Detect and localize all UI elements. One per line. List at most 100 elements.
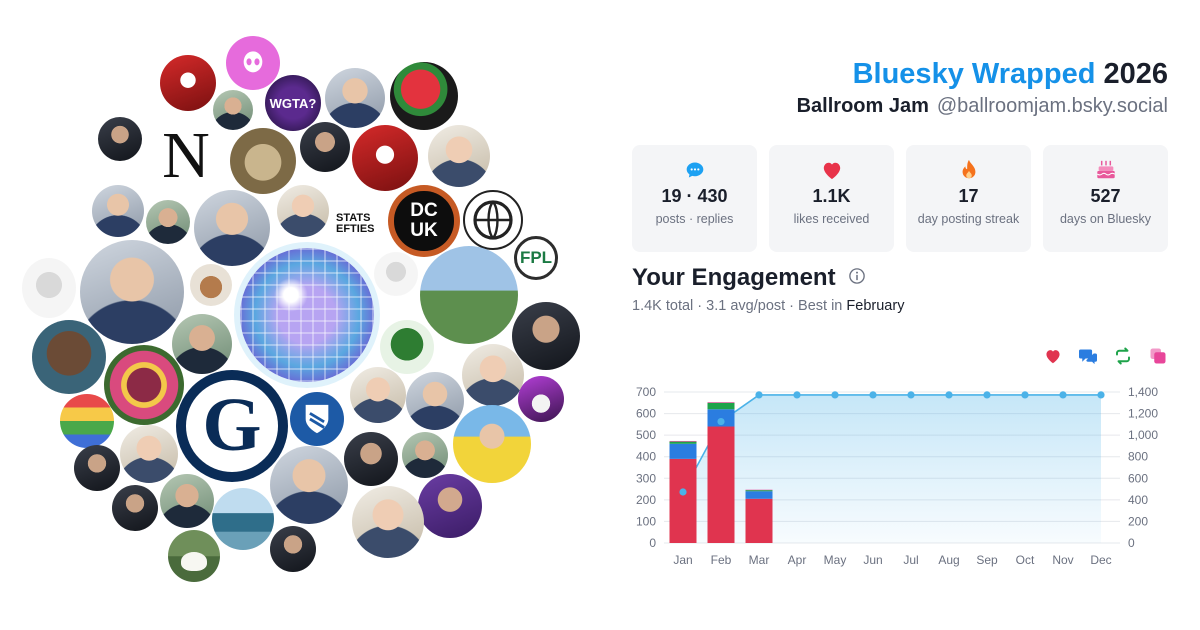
avatar[interactable] <box>344 432 398 486</box>
avatar-studio[interactable] <box>352 125 418 191</box>
avatar-otter[interactable] <box>32 320 106 394</box>
heart-icon <box>821 159 843 181</box>
cake-icon <box>1095 159 1117 181</box>
avatar[interactable] <box>98 117 142 161</box>
avatar[interactable] <box>406 372 464 430</box>
cumulative-point <box>945 391 953 399</box>
avatar[interactable] <box>374 252 418 296</box>
avatar-n-logo[interactable]: N <box>157 125 215 187</box>
x-tick-label: Mar <box>749 553 770 567</box>
avatar[interactable] <box>462 344 524 406</box>
avatar-stats-logo[interactable]: STATS EFTIES <box>336 205 382 243</box>
avatar-monkey[interactable] <box>230 128 296 194</box>
avatar-flowers[interactable] <box>104 345 184 425</box>
avatar[interactable] <box>512 302 580 370</box>
y-tick-label-left: 200 <box>636 493 656 507</box>
x-tick-label: Oct <box>1016 553 1035 567</box>
avatar-marx[interactable] <box>380 320 434 374</box>
cumulative-point <box>983 391 991 399</box>
x-tick-label: May <box>824 553 847 567</box>
user-identity: Ballroom Jam @ballroomjam.bsky.social <box>797 95 1168 118</box>
avatar[interactable] <box>418 474 482 538</box>
speech-bubble-icon <box>684 159 706 181</box>
y-tick-label-right: 1,000 <box>1128 428 1158 442</box>
y-tick-label-left: 100 <box>636 514 656 528</box>
avatar-club-crest[interactable] <box>290 392 344 446</box>
avatar[interactable] <box>518 376 564 422</box>
best-month: February <box>846 298 905 314</box>
avatar-dcuk[interactable]: DC UK <box>388 185 460 257</box>
bar-quotes <box>707 402 735 403</box>
avatar-fpl[interactable]: FPL <box>514 236 558 280</box>
y-tick-label-right: 600 <box>1128 471 1148 485</box>
x-tick-label: Jun <box>863 553 882 567</box>
info-icon[interactable] <box>848 264 866 292</box>
avatar-alien-icon[interactable] <box>226 36 280 90</box>
y-tick-label-right: 400 <box>1128 493 1148 507</box>
y-tick-label-right: 800 <box>1128 450 1148 464</box>
stats-row: 19 · 430 posts · replies 1.1K likes rece… <box>632 145 1168 252</box>
avatar-flag[interactable] <box>60 394 114 448</box>
y-tick-label-left: 700 <box>636 385 656 399</box>
avatar-disco-ball[interactable] <box>240 248 374 382</box>
avatar[interactable] <box>420 246 518 344</box>
avatar[interactable] <box>428 125 490 187</box>
cumulative-point <box>869 391 877 399</box>
alien-icon <box>243 51 263 73</box>
avatar[interactable] <box>270 526 316 572</box>
legend-quotes-quote-icon[interactable] <box>1148 346 1168 366</box>
y-tick-label-right: 1,400 <box>1128 385 1158 399</box>
avatar[interactable] <box>160 55 216 111</box>
avatar-watermelon[interactable] <box>390 62 458 130</box>
avatar[interactable] <box>74 445 120 491</box>
avatar[interactable] <box>453 405 531 483</box>
avatar-swan[interactable] <box>168 530 220 582</box>
avatar[interactable] <box>112 485 158 531</box>
avatar[interactable] <box>194 190 270 266</box>
avatar[interactable] <box>160 474 214 528</box>
cumulative-point <box>1021 391 1029 399</box>
stat-card-posts: 19 · 430 posts · replies <box>632 145 757 252</box>
wrapped-panel: Bluesky Wrapped 2026 Ballroom Jam @ballro… <box>632 0 1168 630</box>
avatar-globe[interactable] <box>463 190 523 250</box>
avatar[interactable] <box>402 432 448 478</box>
cumulative-point <box>1059 391 1067 399</box>
avatar-wgta[interactable]: WGTA? <box>265 75 321 131</box>
cumulative-point <box>907 391 915 399</box>
bar-likes <box>669 458 697 543</box>
legend-replies-chat-icon[interactable] <box>1078 346 1098 366</box>
flame-icon <box>958 159 980 181</box>
avatar[interactable] <box>325 68 385 128</box>
user-handle[interactable]: @ballroomjam.bsky.social <box>936 95 1168 117</box>
avatar[interactable] <box>270 446 348 524</box>
avatar[interactable] <box>172 314 232 374</box>
x-tick-label: Nov <box>1052 553 1073 567</box>
cumulative-point <box>755 391 763 399</box>
avatar[interactable] <box>300 122 350 172</box>
avatar[interactable] <box>80 240 184 344</box>
avatar[interactable] <box>120 425 178 483</box>
x-tick-label: Aug <box>938 553 959 567</box>
y-tick-label-right: 1,200 <box>1128 407 1158 421</box>
bar-reposts <box>707 402 735 410</box>
avatar-cat[interactable] <box>190 264 232 306</box>
avatar[interactable] <box>352 486 424 558</box>
legend-likes-heart-icon[interactable] <box>1043 346 1063 366</box>
avatar[interactable] <box>277 185 329 237</box>
bar-likes <box>707 426 735 543</box>
avatar[interactable] <box>146 200 190 244</box>
y-tick-label-left: 500 <box>636 428 656 442</box>
avatar[interactable] <box>350 367 406 423</box>
legend-reposts-repost-icon[interactable] <box>1113 346 1133 366</box>
cumulative-point <box>831 391 839 399</box>
stat-card-likes: 1.1K likes received <box>769 145 894 252</box>
crest-icon <box>305 404 329 434</box>
avatar-lake[interactable] <box>212 488 274 550</box>
cumulative-point <box>717 417 725 426</box>
avatar[interactable] <box>213 90 253 130</box>
avatar[interactable] <box>92 185 144 237</box>
avatar[interactable] <box>22 258 76 318</box>
avatar-guardian-logo[interactable]: G <box>176 370 288 482</box>
engagement-heading: Your Engagement <box>632 264 866 292</box>
page-title: Bluesky Wrapped 2026 <box>853 58 1168 91</box>
